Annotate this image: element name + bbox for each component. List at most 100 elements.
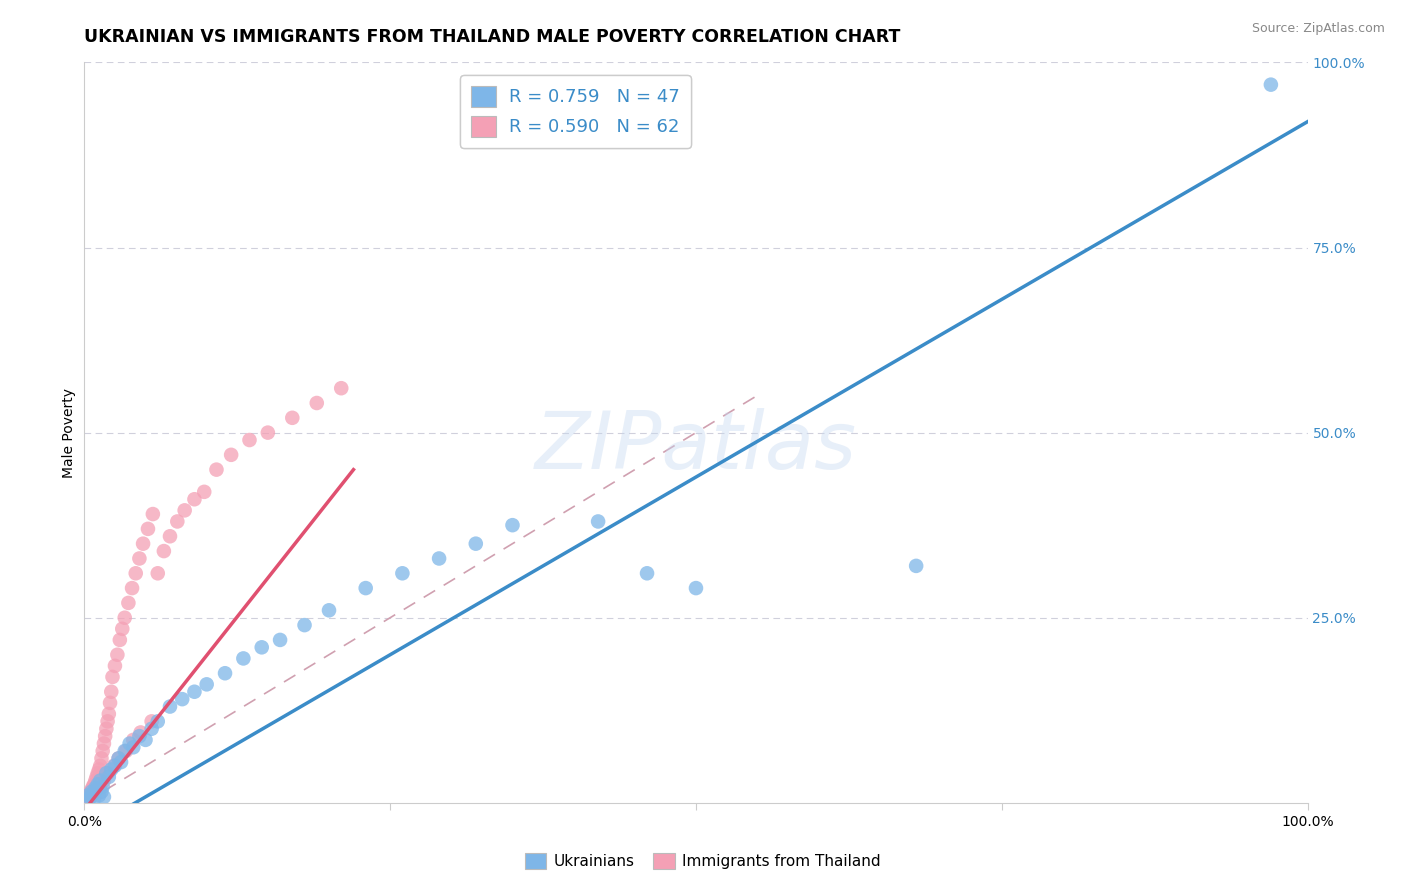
- Point: [103, 758, 125, 772]
- Point: [86, 770, 108, 784]
- Point: [96, 722, 118, 736]
- Point: [83, 785, 105, 799]
- Point: [172, 692, 194, 706]
- Point: [166, 515, 188, 529]
- Point: [586, 515, 609, 529]
- Point: [159, 529, 181, 543]
- Point: [91, 744, 114, 758]
- Point: [80, 789, 103, 803]
- Point: [183, 685, 205, 699]
- Point: [97, 766, 120, 780]
- Point: [257, 425, 280, 440]
- Point: [128, 729, 150, 743]
- Point: [122, 732, 145, 747]
- Point: [98, 696, 121, 710]
- Point: [107, 751, 129, 765]
- Point: [1260, 78, 1282, 92]
- Point: [146, 566, 169, 581]
- Point: [136, 522, 159, 536]
- Point: [135, 732, 157, 747]
- Text: UKRAINIAN VS IMMIGRANTS FROM THAILAND MALE POVERTY CORRELATION CHART: UKRAINIAN VS IMMIGRANTS FROM THAILAND MA…: [84, 28, 901, 45]
- Point: [79, 789, 101, 804]
- Point: [77, 791, 100, 805]
- Legend: R = 0.759   N = 47, R = 0.590   N = 62: R = 0.759 N = 47, R = 0.590 N = 62: [460, 75, 690, 147]
- Point: [114, 610, 136, 624]
- Point: [636, 566, 658, 581]
- Point: [89, 777, 111, 791]
- Point: [110, 755, 132, 769]
- Point: [250, 640, 273, 655]
- Text: ZIPatlas: ZIPatlas: [534, 409, 858, 486]
- Point: [104, 658, 127, 673]
- Point: [391, 566, 413, 581]
- Point: [685, 581, 707, 595]
- Point: [83, 777, 105, 791]
- Point: [86, 782, 108, 797]
- Point: [83, 791, 105, 805]
- Text: Source: ZipAtlas.com: Source: ZipAtlas.com: [1251, 22, 1385, 36]
- Point: [87, 789, 110, 803]
- Point: [80, 785, 103, 799]
- Point: [96, 766, 118, 780]
- Point: [205, 462, 228, 476]
- Point: [232, 651, 254, 665]
- Point: [354, 581, 377, 595]
- Point: [128, 551, 150, 566]
- Point: [93, 773, 115, 788]
- Point: [153, 544, 176, 558]
- Point: [82, 780, 104, 794]
- Point: [100, 685, 122, 699]
- Point: [318, 603, 340, 617]
- Point: [114, 744, 136, 758]
- Point: [294, 618, 316, 632]
- Point: [87, 766, 110, 780]
- Point: [129, 725, 152, 739]
- Point: [89, 758, 111, 772]
- Y-axis label: Male Poverty: Male Poverty: [62, 388, 76, 477]
- Point: [94, 729, 117, 743]
- Point: [108, 632, 131, 647]
- Point: [269, 632, 291, 647]
- Point: [195, 677, 218, 691]
- Point: [104, 758, 127, 772]
- Point: [90, 785, 112, 799]
- Point: [89, 773, 111, 788]
- Point: [132, 536, 155, 550]
- Point: [87, 763, 110, 777]
- Point: [97, 714, 120, 729]
- Point: [101, 670, 124, 684]
- Point: [125, 566, 148, 581]
- Point: [905, 558, 928, 573]
- Point: [97, 770, 120, 784]
- Point: [79, 785, 101, 799]
- Point: [77, 787, 100, 801]
- Point: [502, 518, 524, 533]
- Point: [142, 507, 165, 521]
- Point: [86, 780, 108, 795]
- Point: [76, 792, 98, 806]
- Point: [77, 792, 100, 806]
- Point: [146, 714, 169, 729]
- Point: [281, 410, 304, 425]
- Legend: Ukrainians, Immigrants from Thailand: Ukrainians, Immigrants from Thailand: [519, 847, 887, 875]
- Point: [87, 777, 110, 791]
- Point: [141, 714, 163, 729]
- Point: [427, 551, 450, 566]
- Point: [91, 780, 114, 794]
- Point: [305, 396, 328, 410]
- Point: [84, 773, 107, 788]
- Point: [84, 780, 107, 795]
- Point: [238, 433, 260, 447]
- Point: [330, 381, 353, 395]
- Point: [105, 648, 128, 662]
- Point: [77, 794, 100, 808]
- Point: [464, 536, 486, 550]
- Point: [183, 492, 205, 507]
- Point: [93, 737, 115, 751]
- Point: [193, 484, 215, 499]
- Point: [97, 706, 120, 721]
- Point: [77, 789, 100, 804]
- Point: [214, 666, 236, 681]
- Point: [141, 722, 163, 736]
- Point: [90, 751, 112, 765]
